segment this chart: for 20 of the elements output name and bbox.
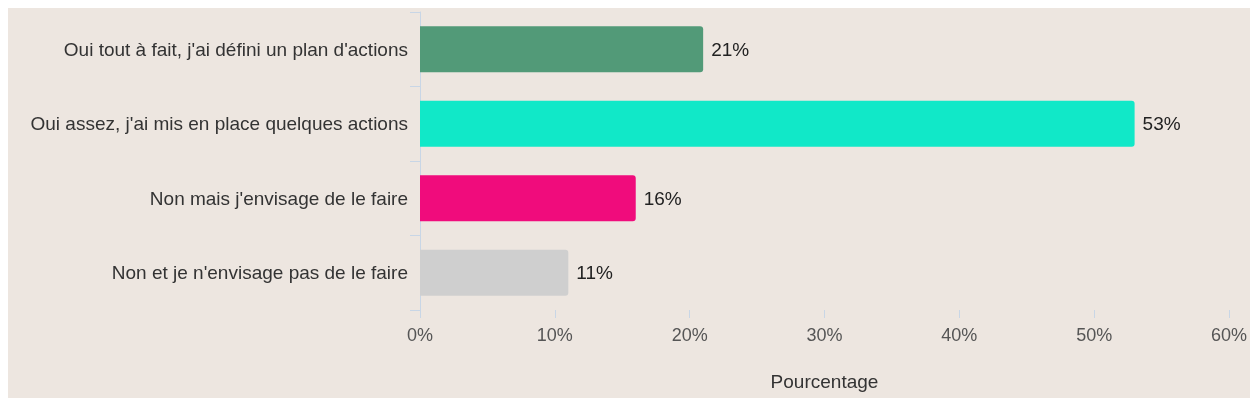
- data-label: 21%: [711, 38, 750, 60]
- y-tick-label: Oui tout à fait, j'ai défini un plan d'actions: [63, 38, 408, 60]
- y-tick-label: Oui assez, j'ai mis en place quelques actions: [30, 113, 408, 135]
- x-tick-label: 0%: [406, 325, 434, 345]
- x-tick-label: 40%: [941, 325, 978, 345]
- y-tick-label: Non et je n'envisage pas de le faire: [111, 262, 408, 284]
- y-tick-label: Non mais j'envisage de le faire: [149, 187, 408, 209]
- x-tick-label: 60%: [1210, 325, 1247, 345]
- bar: [420, 100, 1135, 147]
- data-label: 16%: [643, 187, 682, 209]
- x-axis-title: Pourcentage: [770, 371, 879, 392]
- bar: [420, 249, 569, 296]
- x-tick-label: 30%: [806, 325, 843, 345]
- bar: [420, 175, 636, 222]
- data-label: 53%: [1142, 113, 1181, 135]
- data-label: 11%: [576, 262, 614, 284]
- bar: [420, 26, 704, 73]
- x-tick-label: 20%: [671, 325, 708, 345]
- x-tick-label: 50%: [1076, 325, 1113, 345]
- x-tick-label: 10%: [536, 325, 573, 345]
